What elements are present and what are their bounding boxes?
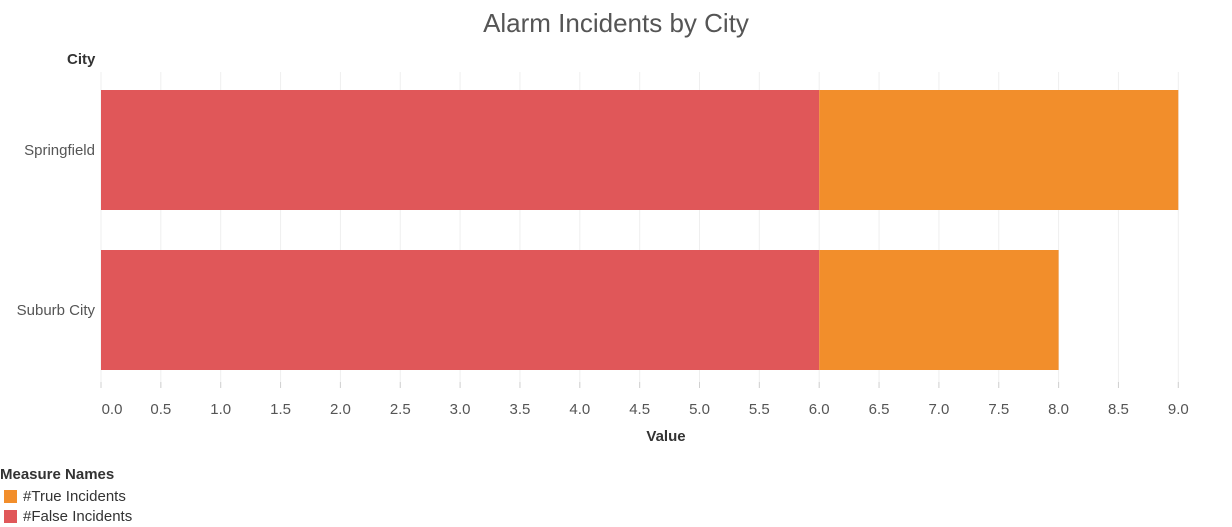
x-tick-label: 6.0 xyxy=(809,401,830,418)
x-tick-label: 7.0 xyxy=(928,401,949,418)
category-label: Springfield xyxy=(24,142,95,159)
legend-item[interactable]: #False Incidents xyxy=(0,506,132,526)
x-tick-label: 2.0 xyxy=(330,401,351,418)
x-tick-label: 0.0 xyxy=(102,401,123,418)
x-tick-label: 5.5 xyxy=(749,401,770,418)
x-tick-label: 6.5 xyxy=(869,401,890,418)
legend-title: Measure Names xyxy=(0,466,132,483)
bar-false-incidents[interactable] xyxy=(101,250,819,370)
x-tick-label: 4.5 xyxy=(629,401,650,418)
x-tick-label: 1.5 xyxy=(270,401,291,418)
x-tick-label: 4.0 xyxy=(569,401,590,418)
x-tick-label: 3.5 xyxy=(510,401,531,418)
bar-false-incidents[interactable] xyxy=(101,90,819,210)
x-tick-label: 2.5 xyxy=(390,401,411,418)
x-axis-label: Value xyxy=(646,428,685,445)
bar-true-incidents[interactable] xyxy=(819,90,1178,210)
legend-item[interactable]: #True Incidents xyxy=(0,486,132,506)
x-tick-label: 5.0 xyxy=(689,401,710,418)
legend: Measure Names #True Incidents #False Inci… xyxy=(0,466,132,526)
bar-chart: Springfield Suburb City 0.0 0.5 1.0 1.5 2.0 2.… xyxy=(0,0,1232,460)
legend-label: #True Incidents xyxy=(23,488,126,505)
x-tick-label: 1.0 xyxy=(210,401,231,418)
category-label: Suburb City xyxy=(17,302,96,319)
x-tick-label: 0.5 xyxy=(150,401,171,418)
legend-swatch xyxy=(4,490,17,503)
x-tick-label: 3.0 xyxy=(450,401,471,418)
bar-true-incidents[interactable] xyxy=(819,250,1058,370)
legend-label: #False Incidents xyxy=(23,508,132,525)
category-labels: Springfield Suburb City xyxy=(17,142,96,319)
x-tick-label: 7.5 xyxy=(988,401,1009,418)
x-axis-ticks: 0.0 0.5 1.0 1.5 2.0 2.5 3.0 3.5 4.0 4.5 5.0 5.5 6.0 6… xyxy=(101,382,1189,418)
x-tick-label: 9.0 xyxy=(1168,401,1189,418)
legend-swatch xyxy=(4,510,17,523)
x-tick-label: 8.5 xyxy=(1108,401,1129,418)
x-tick-label: 8.0 xyxy=(1048,401,1069,418)
